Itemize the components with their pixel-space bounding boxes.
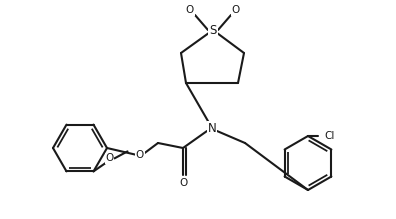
Text: O: O — [179, 178, 187, 188]
Text: O: O — [136, 150, 144, 160]
Text: O: O — [232, 5, 240, 15]
Text: O: O — [186, 5, 194, 15]
Text: Cl: Cl — [324, 131, 334, 141]
Text: S: S — [209, 23, 217, 37]
Text: N: N — [208, 122, 216, 134]
Text: O: O — [105, 153, 114, 163]
